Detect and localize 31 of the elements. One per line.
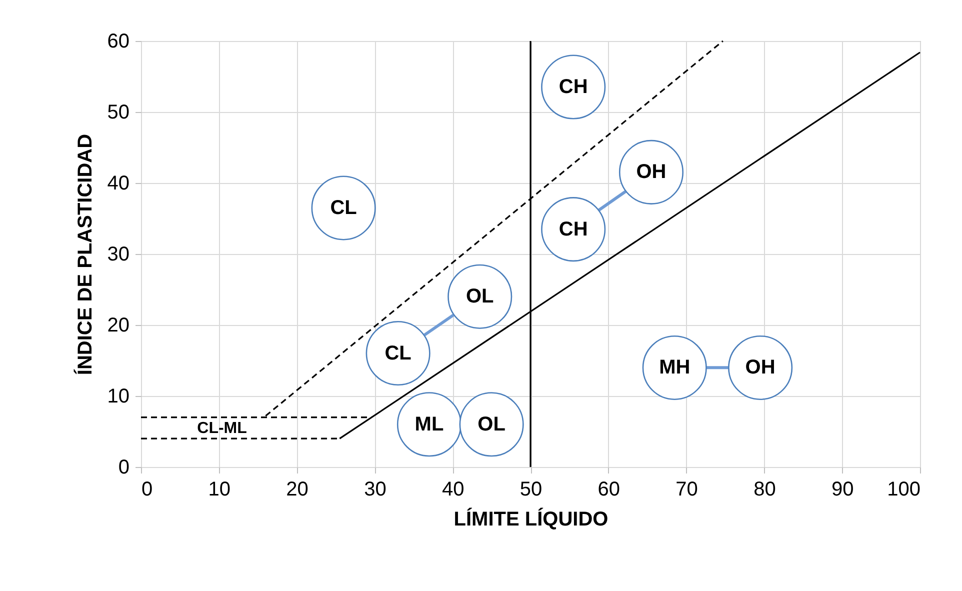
annotation: MH — [659, 356, 690, 379]
annotation: OL — [478, 413, 506, 436]
y-tick-label: 50 — [107, 102, 130, 124]
y-tick-label: 10 — [107, 386, 130, 408]
y-tick-label: 30 — [107, 244, 130, 266]
x-tick-label: 70 — [676, 478, 698, 500]
x-tick-label: 40 — [442, 478, 464, 500]
x-tick-label: 20 — [286, 478, 308, 500]
x-tick-label: 60 — [598, 478, 620, 500]
y-tick-label: 20 — [107, 314, 130, 336]
y-tick-label: 40 — [107, 172, 130, 194]
x-axis-title: LÍMITE LÍQUIDO — [454, 508, 608, 530]
x-tick-label: 30 — [364, 478, 386, 500]
x-tick-label: 0 — [142, 478, 153, 500]
y-axis-title: ÍNDICE DE PLASTICIDAD — [73, 134, 96, 376]
annotation: CH — [558, 76, 588, 98]
annotation: CL — [384, 342, 412, 364]
x-tick-label: 80 — [754, 478, 776, 500]
y-tick-label: 0 — [118, 456, 130, 478]
x-tick-label: 90 — [831, 478, 854, 500]
y-tick-label: 60 — [107, 30, 130, 52]
annotation: CH — [558, 218, 588, 240]
x-tick-label: 100 — [887, 478, 920, 500]
annotation: OL — [466, 286, 494, 308]
annotation: OH — [636, 161, 666, 184]
annotation: CL — [330, 196, 357, 219]
annotation: OH — [745, 356, 776, 379]
annotation: ML — [414, 413, 444, 436]
x-tick-label: 50 — [520, 478, 542, 500]
annotation: CL-ML — [197, 420, 248, 437]
x-tick-label: 10 — [208, 478, 231, 500]
